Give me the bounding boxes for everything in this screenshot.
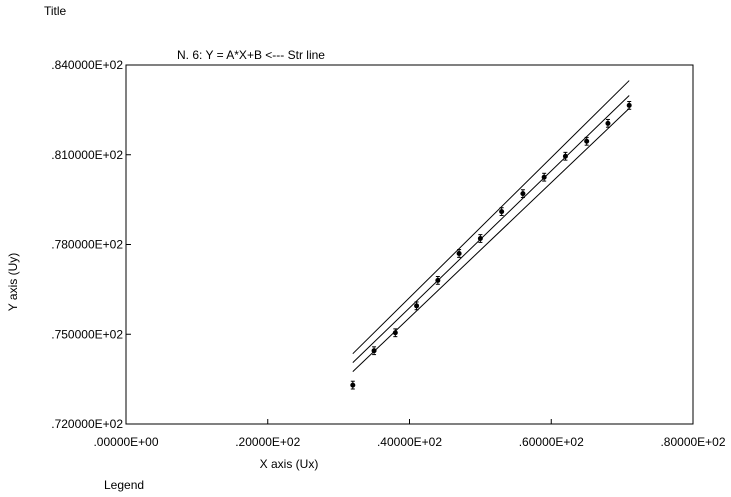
y-tick-label: .840000E+02 xyxy=(51,58,123,72)
data-point xyxy=(499,209,505,215)
data-point xyxy=(584,138,590,144)
window-title: Title xyxy=(44,4,67,18)
y-tick-label: .810000E+02 xyxy=(51,148,123,162)
y-axis-ticks: .720000E+02 .750000E+02 .780000E+02 .810000… xyxy=(51,58,131,431)
y-axis-label: Y axis (Uy) xyxy=(6,253,20,311)
fit-lines xyxy=(352,80,630,373)
x-axis-ticks: .00000E+00 .20000E+02 .40000E+02 .60000E+02… xyxy=(93,419,726,449)
y-tick-label: .720000E+02 xyxy=(51,417,123,431)
data-point xyxy=(392,330,398,336)
y-tick-label: .750000E+02 xyxy=(51,327,123,341)
legend-label: Legend xyxy=(104,478,144,492)
data-point xyxy=(562,153,568,159)
chart-title: N. 6: Y = A*X+B <--- Str line xyxy=(177,48,325,62)
x-tick-label: .20000E+02 xyxy=(235,435,300,449)
data-point xyxy=(414,303,420,309)
data-point xyxy=(371,348,377,354)
x-tick-label: .40000E+02 xyxy=(377,435,442,449)
x-tick-label: .00000E+00 xyxy=(93,435,158,449)
data-points xyxy=(350,100,632,390)
data-point xyxy=(605,120,611,126)
data-point xyxy=(456,250,462,256)
data-point xyxy=(626,102,632,108)
series-line xyxy=(352,80,630,355)
data-point xyxy=(435,277,441,283)
data-point xyxy=(520,191,526,197)
data-point xyxy=(477,236,483,242)
plot-frame xyxy=(125,64,694,425)
series-line xyxy=(352,95,630,364)
x-axis-label: X axis (Ux) xyxy=(260,457,319,471)
series-line xyxy=(352,108,630,373)
data-point xyxy=(541,174,547,180)
x-tick-label: .60000E+02 xyxy=(519,435,584,449)
x-tick-label: .80000E+02 xyxy=(660,435,725,449)
data-point xyxy=(350,382,356,388)
y-tick-label: .780000E+02 xyxy=(51,238,123,252)
